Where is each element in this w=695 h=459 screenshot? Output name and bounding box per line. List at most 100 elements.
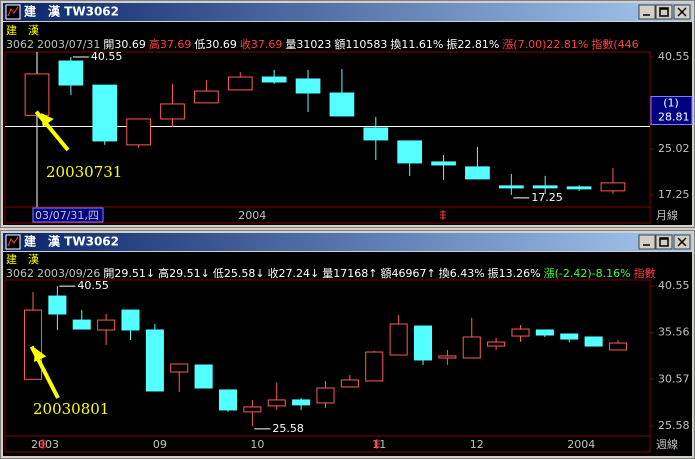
info-item: 額110583 — [334, 38, 387, 51]
window-button[interactable] — [673, 4, 691, 20]
callout-arrowhead — [41, 113, 54, 127]
x-tick-label: 2004 — [567, 438, 595, 451]
window-button-glyph — [659, 237, 669, 247]
cursor-box — [650, 95, 693, 125]
candle-body — [92, 84, 118, 142]
x-label-highlight — [32, 207, 104, 223]
cursor-label: 28.81 — [658, 110, 690, 123]
annotation: 25.58 — [272, 422, 304, 435]
dividend-marker — [40, 439, 46, 449]
window-button-glyph — [659, 7, 669, 17]
candle-body — [23, 309, 43, 380]
window-icon-glyph — [7, 236, 19, 247]
y-tick-label: 17.25 — [658, 188, 690, 201]
candle-body — [227, 76, 253, 91]
window-title: 建 漢 TW3062 — [23, 234, 119, 249]
candle-body — [58, 60, 84, 86]
info-item: 漲(-2.42)-8.16% — [544, 267, 631, 280]
dividend-marker — [374, 439, 380, 449]
period-label: 週線 — [656, 437, 678, 451]
window-button-face — [655, 4, 673, 20]
candle-body — [329, 92, 355, 117]
candle-body — [511, 328, 530, 337]
candle-body — [389, 323, 408, 356]
info-item: 收37.69 — [240, 37, 283, 51]
info-item: 振13.26% — [488, 266, 541, 280]
candle-body — [465, 166, 490, 180]
info-item: 指數 — [634, 266, 656, 280]
candle-body — [48, 295, 67, 315]
info-item: 振22.81% — [446, 37, 499, 51]
info-item: 收27.24↓ — [268, 266, 320, 280]
candle-body — [438, 355, 457, 359]
candle-body — [126, 118, 151, 146]
x-tick-label: 09 — [153, 438, 167, 451]
info-item: 換6.43% — [439, 267, 485, 280]
callout-arrowhead — [34, 348, 47, 362]
candle-body — [145, 329, 164, 392]
window-button-glyph — [677, 7, 687, 17]
info-item: 換11.61% — [390, 38, 443, 51]
candle-body — [560, 333, 579, 340]
info-line: 3062 2003/07/31 開30.69 高37.69 低30.69 收37.69 量3… — [6, 37, 639, 51]
info-item: 3062 — [6, 38, 34, 51]
window-button-face — [638, 234, 656, 250]
x-tick-label: 12 — [470, 438, 484, 451]
candle-body — [600, 182, 626, 192]
y-tick-label: 30.57 — [658, 372, 690, 385]
info-item: 開30.69 — [103, 38, 146, 51]
candle-body — [72, 319, 91, 330]
info-item: 指數(446 — [591, 37, 638, 51]
candle-body — [532, 185, 558, 189]
info-item: 開29.51↓ — [103, 267, 155, 280]
candle-body — [498, 185, 524, 189]
candle-body — [535, 329, 554, 336]
candle-body — [170, 363, 189, 373]
candle-body — [340, 379, 359, 388]
y-tick-label: 25.58 — [658, 419, 690, 432]
stock-name: 建 漢 — [6, 252, 39, 266]
info-item: 2003/09/26 — [37, 267, 100, 280]
candle-body — [24, 73, 50, 116]
period-label: 月線 — [656, 208, 678, 222]
window-button[interactable] — [638, 4, 656, 20]
candle-body — [194, 364, 213, 389]
annotation: 40.55 — [77, 279, 109, 292]
info-item: 額46967↑ — [381, 267, 436, 280]
candle-body — [397, 140, 423, 164]
info-item: 低25.58↓ — [213, 267, 265, 280]
info-line: 3062 2003/09/26 開29.51↓ 高29.51↓ 低25.58↓ 收27.2… — [6, 266, 656, 280]
info-item: 漲(7.00)22.81% — [502, 38, 588, 51]
window-icon-glyph — [7, 6, 19, 17]
candle-body — [292, 399, 311, 406]
candle-body — [365, 351, 384, 382]
dividend-marker — [440, 210, 446, 220]
window-button[interactable] — [673, 234, 691, 250]
window-button[interactable] — [655, 4, 673, 20]
info-item: 高37.69 — [149, 37, 192, 51]
info-item: 低30.69 — [194, 38, 237, 51]
candle-body — [121, 309, 140, 331]
candle-body — [267, 399, 286, 407]
candle-body — [462, 336, 481, 359]
info-item: 高29.51↓ — [158, 266, 210, 280]
candle-body — [584, 336, 603, 347]
callout-arrow — [34, 110, 70, 152]
callout-text: 20030801 — [33, 400, 109, 418]
window-button-face — [638, 4, 656, 20]
title-bar — [3, 3, 692, 21]
candle-body — [431, 161, 456, 166]
window-button-face — [655, 234, 673, 250]
candle-body — [97, 319, 116, 331]
info-item: 量17168↑ — [322, 267, 377, 280]
candle-body — [608, 342, 628, 351]
candle-body — [160, 103, 185, 120]
chart-body — [3, 252, 692, 456]
window-button-glyph — [677, 237, 687, 247]
candle-body — [413, 325, 433, 361]
y-tick-label: 25.02 — [658, 142, 690, 155]
x-tick-label: 2004 — [238, 209, 266, 222]
window-button[interactable] — [638, 234, 656, 250]
window-button[interactable] — [655, 234, 673, 250]
